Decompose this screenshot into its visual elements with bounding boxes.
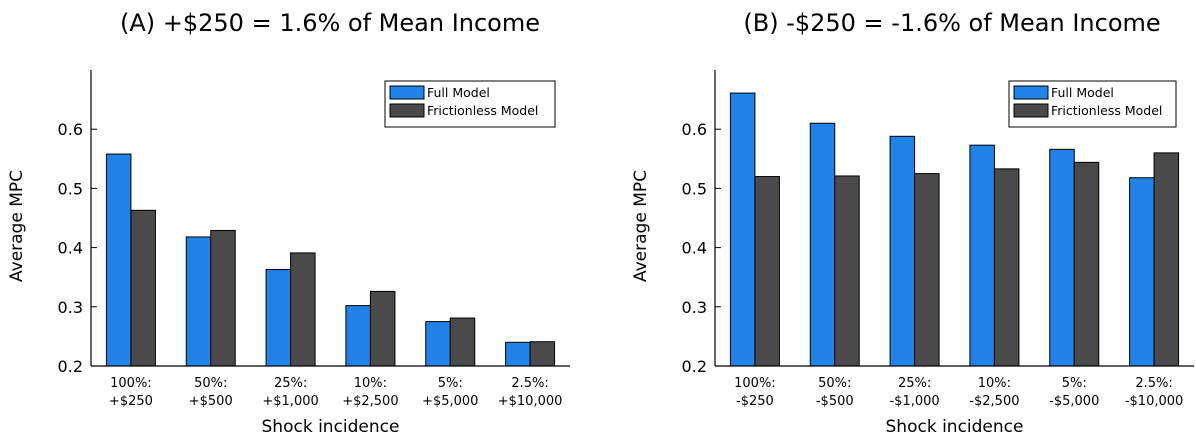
y-axis-label: Average MPC — [7, 170, 27, 282]
y-tick-label: 0.2 — [682, 357, 707, 376]
bar-frictionless-model — [993, 168, 1020, 367]
bar-frictionless-model — [1153, 152, 1180, 367]
x-tick-label: 2.5%: +$10,000 — [498, 376, 563, 409]
y-tick-label: 0.3 — [682, 298, 707, 317]
bar-frictionless-model — [1073, 161, 1100, 367]
bar-frictionless-model — [210, 229, 236, 367]
bar-full-model — [505, 341, 531, 367]
bar-frictionless-model — [130, 209, 156, 367]
legend: Full Model Frictionless Model — [384, 80, 556, 128]
x-tick-label: 25%: -$1,000 — [889, 376, 939, 409]
bar-frictionless-model — [754, 176, 780, 367]
x-axis-label: Shock incidence — [886, 417, 1024, 434]
bar-full-model — [1129, 177, 1155, 367]
x-tick-label: 5%: +$5,000 — [422, 376, 478, 409]
bar-full-model — [729, 92, 756, 367]
bar-full-model — [809, 122, 836, 367]
x-tick-label: 5%: -$5,000 — [1049, 376, 1099, 409]
chart-title: (A) +$250 = 1.6% of Mean Income — [120, 9, 540, 37]
bar-full-model — [105, 153, 132, 367]
legend-label: Frictionless Model — [427, 103, 538, 118]
legend-swatch — [1013, 103, 1049, 118]
y-tick-label: 0.5 — [682, 179, 707, 198]
chart-panel-b: (B) -$250 = -1.6% of Mean Income Average … — [631, 9, 1194, 434]
y-tick-label: 0.2 — [58, 357, 83, 376]
legend-label: Full Model — [427, 85, 490, 100]
bar-full-model — [345, 305, 371, 367]
bar-full-model — [1049, 148, 1075, 367]
x-tick-label: 50%: +$500 — [189, 376, 233, 409]
bar-frictionless-model — [834, 175, 860, 367]
bar-full-model — [889, 135, 916, 367]
x-tick-label: 10%: +$2,500 — [342, 376, 398, 409]
bar-frictionless-model — [529, 341, 556, 367]
bar-full-model — [969, 144, 995, 367]
bar-frictionless-model — [914, 173, 940, 367]
x-axis-label: Shock incidence — [262, 417, 400, 434]
x-tick-label: 25%: +$1,000 — [262, 376, 318, 409]
legend-label: Frictionless Model — [1051, 103, 1162, 118]
bar-frictionless-model — [369, 290, 396, 367]
legend-swatch — [389, 85, 425, 100]
x-tick-label: 100%: -$250 — [734, 376, 776, 409]
y-tick-label: 0.3 — [58, 298, 83, 317]
legend: Full Model Frictionless Model — [1008, 80, 1177, 128]
legend-swatch — [1013, 85, 1049, 100]
x-tick-label: 50%: -$500 — [816, 376, 854, 409]
legend-box — [384, 80, 556, 128]
x-tick-label: 100%: +$250 — [109, 376, 153, 409]
bar-full-model — [265, 269, 292, 367]
y-tick-label: 0.4 — [682, 239, 707, 258]
bar-frictionless-model — [449, 317, 476, 367]
y-tick-label: 0.4 — [58, 239, 83, 258]
y-axis-label: Average MPC — [631, 170, 651, 282]
bar-frictionless-model — [290, 252, 316, 367]
y-tick-label: 0.6 — [58, 120, 83, 139]
legend-swatch — [389, 103, 425, 118]
legend-label: Full Model — [1051, 85, 1114, 100]
x-tick-label: 10%: -$2,500 — [969, 376, 1019, 409]
x-tick-label: 2.5%: -$10,000 — [1125, 376, 1183, 409]
bar-full-model — [185, 236, 212, 367]
chart-title: (B) -$250 = -1.6% of Mean Income — [743, 9, 1160, 37]
bar-full-model — [425, 321, 451, 367]
y-tick-label: 0.6 — [682, 120, 707, 139]
chart-panel-a: (A) +$250 = 1.6% of Mean Income Average M… — [7, 9, 570, 434]
y-tick-label: 0.5 — [58, 179, 83, 198]
